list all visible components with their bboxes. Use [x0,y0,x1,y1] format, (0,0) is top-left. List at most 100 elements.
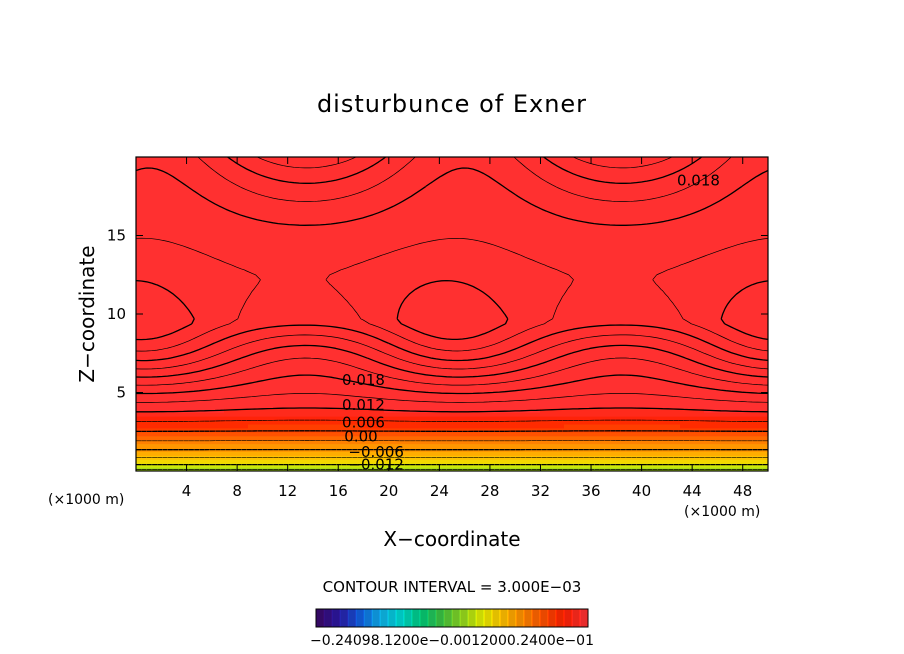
field-cell [188,384,193,390]
field-cell [168,353,173,358]
field-cell [136,274,141,280]
field-cell [360,439,365,445]
field-cell [200,211,205,217]
field-cell [320,439,325,445]
field-cell [292,329,297,335]
field-cell [276,192,281,197]
field-cell [296,416,301,421]
field-cell [360,180,365,186]
field-cell [280,404,285,409]
field-cell [272,290,277,295]
field-cell [156,278,161,284]
field-cell [352,431,357,437]
field-cell [300,435,305,441]
field-cell [376,188,381,193]
field-cell [292,380,297,386]
field-cell [180,321,185,327]
field-cell [240,329,245,335]
field-cell [188,388,193,394]
field-cell [184,365,189,370]
field-cell [148,365,153,370]
field-cell [372,341,377,346]
field-cell [240,396,245,401]
field-cell [228,184,233,189]
field-cell [168,239,173,244]
field-cell [376,196,381,201]
field-cell [284,219,289,225]
field-cell [144,192,149,197]
field-cell [256,325,261,331]
field-cell [324,180,329,186]
field-cell [152,223,157,229]
field-cell [156,310,161,315]
field-cell [340,443,345,449]
field-cell [204,361,209,366]
field-cell [280,208,285,213]
field-cell [176,215,181,221]
field-cell [200,290,205,295]
field-cell [208,416,213,421]
field-cell [380,400,385,405]
field-cell [308,439,313,445]
field-cell [168,235,173,241]
field-cell [136,227,141,233]
field-cell [380,266,385,272]
field-cell [216,235,221,241]
field-cell [264,204,269,209]
field-cell [176,266,181,272]
field-cell [228,314,233,319]
field-cell [180,392,185,398]
field-cell [248,262,253,268]
field-cell [200,204,205,209]
field-cell [192,290,197,295]
field-cell [272,349,277,354]
field-cell [292,231,297,237]
field-cell [264,333,269,339]
field-cell [332,157,337,162]
field-cell [176,427,181,433]
field-cell [296,388,301,394]
field-cell [280,196,285,201]
field-cell [360,266,365,272]
field-cell [376,423,381,429]
field-cell [252,388,257,394]
field-cell [364,266,369,272]
field-cell [260,180,265,186]
field-cell [200,286,205,292]
field-cell [316,262,321,268]
field-cell [164,251,169,256]
field-cell [368,325,373,331]
field-cell [252,172,257,178]
field-cell [224,259,229,264]
field-cell [308,204,313,209]
field-cell [280,298,285,303]
field-cell [204,231,209,237]
field-cell [148,259,153,264]
field-cell [356,231,361,237]
field-cell [352,180,357,186]
field-cell [300,251,305,256]
field-cell [236,361,241,366]
field-cell [328,314,333,319]
field-cell [308,255,313,260]
field-cell [236,419,241,425]
field-cell [300,392,305,398]
field-cell [252,204,257,209]
field-cell [372,329,377,335]
field-cell [204,204,209,209]
field-cell [204,451,209,456]
field-cell [356,282,361,288]
field-cell [168,380,173,386]
field-cell [240,388,245,394]
field-cell [332,200,337,205]
field-cell [372,321,377,327]
field-cell [152,416,157,421]
field-cell [140,372,145,378]
field-cell [144,278,149,284]
field-cell [160,349,165,354]
field-cell [192,376,197,382]
field-cell [140,463,145,468]
field-cell [352,408,357,413]
field-cell [256,423,261,429]
field-cell [148,431,153,437]
